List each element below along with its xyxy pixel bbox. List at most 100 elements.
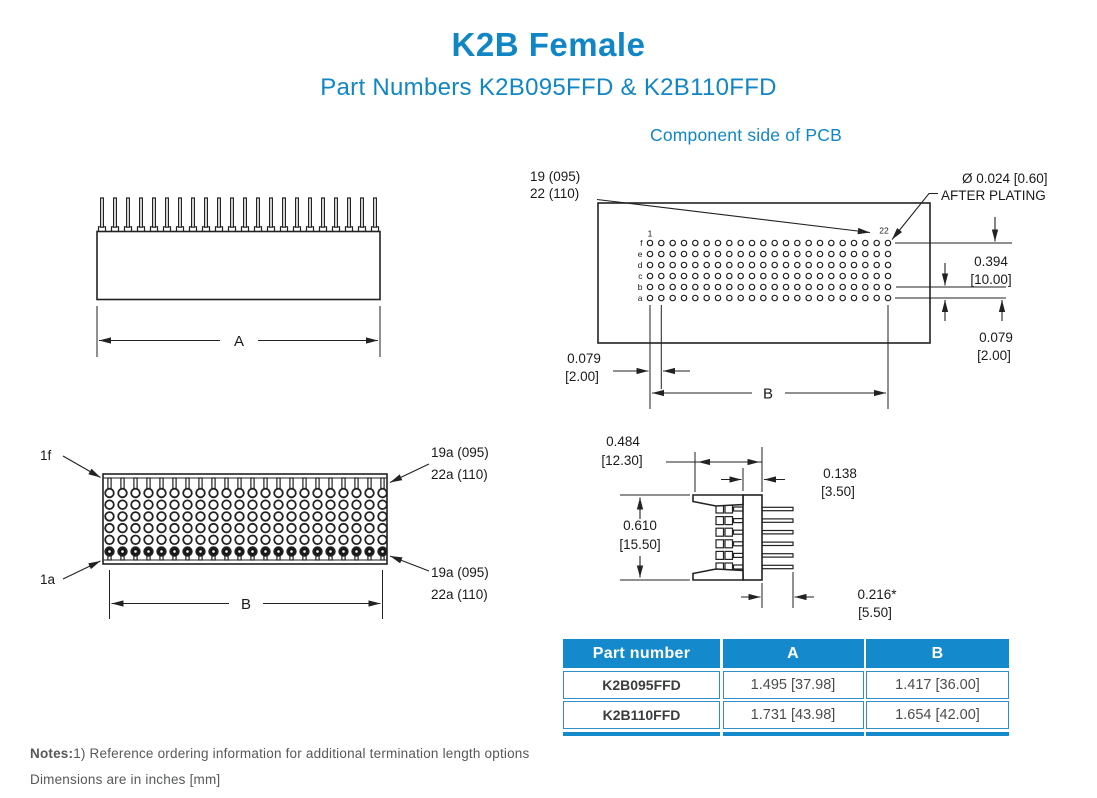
- pcb-hole: [691, 239, 699, 247]
- label-1a: 1a: [40, 572, 56, 587]
- pcb-hole: [816, 261, 824, 269]
- front-view-hole: [312, 522, 323, 534]
- front-view-pin-top: [315, 477, 320, 490]
- front-view-hole: [195, 499, 206, 510]
- pcb-hole: [816, 283, 824, 291]
- front-view-hole: [208, 487, 219, 499]
- pcb-hole: [646, 283, 654, 291]
- front-view-hole-center: [290, 550, 293, 553]
- profile-view-drawing: 0.484 [12.30] 0.138 [3.50] 0.610 [15.50]: [601, 434, 897, 620]
- table-cell-part-0: K2B095FFD: [563, 670, 720, 699]
- front-view-hole-center: [225, 550, 228, 553]
- dim-b-label-front: B: [241, 596, 251, 613]
- front-view-hole: [143, 487, 154, 499]
- front-view-pin-top: [172, 477, 177, 490]
- front-view-hole: [377, 511, 388, 522]
- front-view-pin-top: [328, 477, 333, 490]
- pcb-hole: [793, 283, 801, 291]
- pcb-hole: [759, 261, 767, 269]
- side-view-pin: [256, 197, 261, 228]
- pcb-hole: [680, 239, 688, 247]
- pcb-hole: [782, 294, 790, 302]
- dim-height: 0.610 [15.50]: [619, 494, 690, 581]
- profile-pin: [761, 506, 794, 512]
- pcb-hole: [873, 239, 881, 247]
- front-view-pin-top: [159, 477, 164, 490]
- profile-pin: [761, 553, 794, 558]
- pcb-hole: [748, 283, 756, 291]
- pcb-hole: [725, 294, 733, 302]
- front-view-hole: [338, 534, 349, 546]
- pcb-hole: [680, 250, 688, 258]
- label-top-right-110: 22a (110): [431, 467, 488, 482]
- front-view-hole: [260, 522, 271, 534]
- front-view-hole-center: [173, 550, 176, 553]
- front-view-hole: [286, 499, 297, 510]
- pcb-hole: [805, 272, 813, 280]
- pcb-hole: [646, 250, 654, 258]
- pcb-hole: [839, 261, 847, 269]
- pcb-hole: [793, 261, 801, 269]
- pcb-hole: [725, 261, 733, 269]
- profile-contact-arm: [732, 541, 744, 547]
- pcb-hole: [850, 294, 858, 302]
- pcb-hole: [839, 283, 847, 291]
- front-view-hole: [247, 499, 258, 510]
- pcb-hole: [850, 261, 858, 269]
- front-view-hole: [104, 511, 115, 522]
- front-view-hole-center: [134, 550, 137, 553]
- hole-diameter-label: Ø 0.024 [0.60]: [962, 171, 1048, 186]
- pcb-hole: [839, 294, 847, 302]
- pcb-hole: [691, 261, 699, 269]
- front-view-hole: [377, 487, 388, 499]
- front-view-hole: [130, 522, 141, 534]
- pcb-hole: [691, 250, 699, 258]
- profile-top-flange: [692, 494, 744, 507]
- pcb-hole: [861, 250, 869, 258]
- pcb-hole: [827, 261, 835, 269]
- front-view-hole-center: [121, 550, 124, 553]
- pcb-row-letter: b: [638, 282, 643, 292]
- dim-col-pitch-mm: [2.00]: [565, 369, 599, 384]
- profile-contact-arm: [732, 552, 744, 559]
- pcb-hole: [884, 283, 892, 291]
- front-view-hole: [325, 487, 336, 499]
- table-header-part-number: Part number: [563, 639, 720, 668]
- front-view-hole: [195, 511, 206, 522]
- pcb-hole: [861, 261, 869, 269]
- side-view-pins: [97, 197, 380, 233]
- pcb-hole: [873, 294, 881, 302]
- side-view-pin: [99, 197, 104, 228]
- pcb-hole: [669, 239, 677, 247]
- pcb-hole: [884, 294, 892, 302]
- pcb-hole: [793, 239, 801, 247]
- pcb-hole: [669, 261, 677, 269]
- profile-contact: [715, 527, 725, 537]
- table-cell-a-1: 1.731 [43.98]: [722, 701, 864, 729]
- front-view-hole: [299, 487, 310, 499]
- pcb-hole: [714, 283, 722, 291]
- front-view-hole: [234, 487, 245, 499]
- front-view-hole: [130, 499, 141, 510]
- dim-width-mm: [12.30]: [601, 453, 642, 468]
- table-cell-part-1: K2B110FFD: [563, 701, 720, 729]
- front-view-pin-top: [107, 477, 112, 490]
- pcb-hole: [873, 261, 881, 269]
- dim-b-front: B: [109, 570, 383, 619]
- front-view-hole: [273, 499, 284, 510]
- dim-a-label: A: [234, 333, 244, 350]
- front-view-hole: [156, 499, 167, 510]
- pcb-hole: [680, 261, 688, 269]
- pcb-hole: [691, 283, 699, 291]
- pcb-hole: [850, 283, 858, 291]
- notes-text: 1) Reference ordering information for ad…: [73, 746, 530, 761]
- front-view-hole: [299, 534, 310, 546]
- front-view-hole: [299, 522, 310, 534]
- dim-width-in: 0.484: [606, 434, 640, 449]
- pcb-hole: [737, 261, 745, 269]
- pcb-hole: [782, 261, 790, 269]
- front-view-hole: [182, 534, 193, 546]
- dim-wall-in: 0.138: [823, 466, 857, 481]
- front-view-hole: [221, 522, 232, 534]
